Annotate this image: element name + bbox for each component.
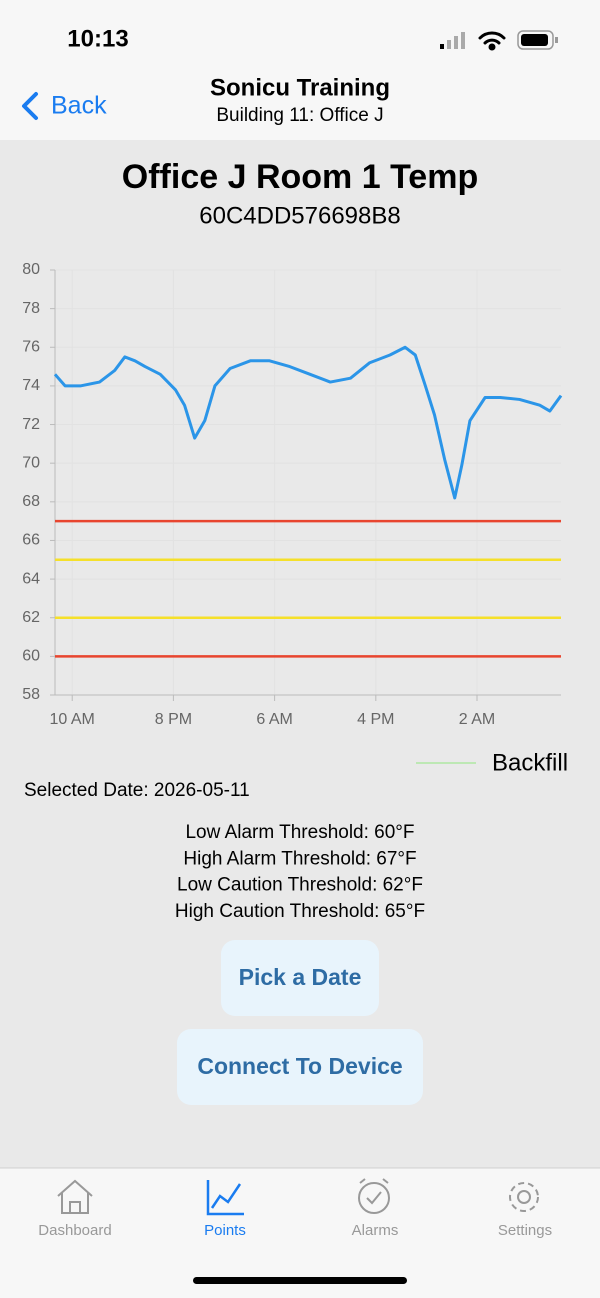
y-tick-label: 66 (22, 532, 40, 549)
clock: 10:13 (67, 25, 128, 52)
selected-date: Selected Date: 2026-05-11 (24, 780, 250, 801)
connect-button[interactable] (177, 1029, 423, 1105)
home-indicator (193, 1277, 407, 1284)
tab-points[interactable]: Points (204, 1222, 246, 1239)
nav-title: Sonicu Training (210, 74, 390, 101)
header-bg (0, 0, 600, 140)
y-tick-label: 64 (22, 570, 40, 587)
x-tick-label: 8 PM (155, 711, 192, 728)
tab-alarms[interactable]: Alarms (352, 1222, 399, 1239)
x-tick-label: 2 AM (459, 711, 495, 728)
y-tick-label: 76 (22, 338, 40, 355)
tab-dashboard[interactable]: Dashboard (38, 1222, 111, 1239)
threshold-text: Low Alarm Threshold: 60°F (185, 822, 414, 843)
y-tick-label: 58 (22, 686, 40, 703)
connect-label[interactable]: Connect To Device (197, 1053, 402, 1079)
y-tick-label: 74 (22, 377, 40, 394)
y-tick-label: 70 (22, 454, 40, 471)
tab-settings[interactable]: Settings (498, 1222, 552, 1239)
data-line (53, 345, 563, 500)
y-tick-label: 72 (22, 416, 40, 433)
threshold-text: High Alarm Threshold: 67°F (183, 848, 416, 869)
wifi-icon (478, 31, 506, 51)
y-tick-label: 80 (22, 261, 40, 278)
y-tick-label: 62 (22, 609, 40, 626)
back-chevron[interactable] (22, 92, 38, 120)
plot: 58 60 62 64 66 68 70 72 74 76 78 80 10 AM 8 PM 6 AM 4 P… (22, 261, 568, 776)
y-tick-label: 60 (22, 648, 40, 665)
pick-date-label[interactable]: Pick a Date (239, 964, 362, 990)
x-tick-label: 6 AM (256, 711, 292, 728)
back-button[interactable]: Back (51, 92, 107, 120)
y-tick-label: 78 (22, 300, 40, 317)
x-tick-label: 10 AM (50, 711, 95, 728)
x-tick-label: 4 PM (357, 711, 394, 728)
dashboard-icon[interactable] (57, 1179, 93, 1214)
threshold-text: Low Caution Threshold: 62°F (177, 875, 423, 896)
chart-subtitle: 60C4DD576698B8 (199, 202, 400, 229)
pick-date-button[interactable] (221, 940, 379, 1016)
legend-label: Backfill (492, 749, 568, 776)
points-icon[interactable] (206, 1180, 244, 1216)
signal-icon (440, 32, 465, 49)
thresholds-info: Low Alarm Threshold: 60°F High Alarm Thre… (175, 822, 425, 922)
battery-icon (517, 30, 558, 50)
tab-bar (0, 1168, 600, 1298)
settings-icon[interactable] (509, 1182, 539, 1212)
nav-subtitle: Building 11: Office J (216, 105, 383, 126)
alarms-icon[interactable] (358, 1178, 390, 1214)
chart-title: Office J Room 1 Temp (122, 158, 478, 196)
y-tick-label: 68 (22, 493, 40, 510)
threshold-text: High Caution Threshold: 65°F (175, 901, 425, 922)
